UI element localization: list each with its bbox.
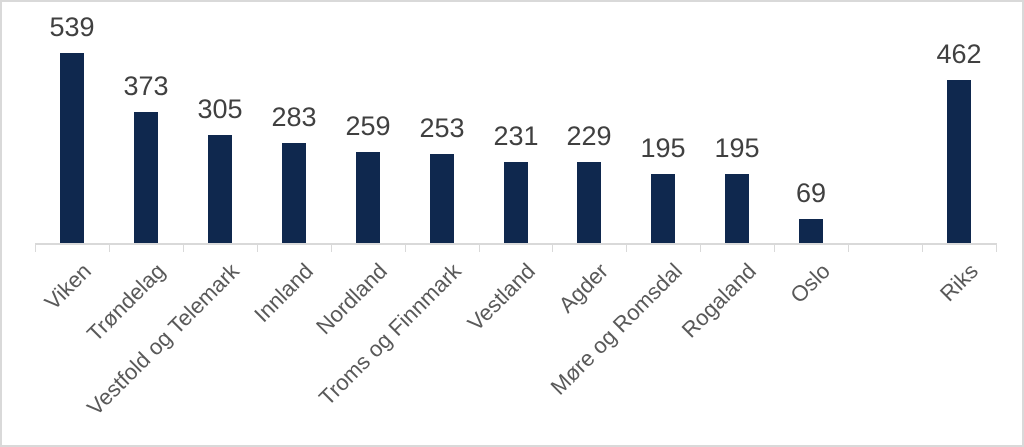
x-axis-tick [922,243,924,252]
bar-value-label: 69 [795,178,827,208]
bar-Viken [60,53,84,243]
bar-value-label: 231 [493,121,539,151]
bar-value-label: 259 [345,111,391,141]
bar-Trøndelag [134,112,158,243]
bar-Innland [282,143,306,243]
bar-value-label: 195 [640,133,686,163]
bar-Vestfold og Telemark [208,135,232,243]
bar-value-label: 253 [419,113,465,143]
bar-value-label: 229 [566,121,612,151]
x-axis-tick [404,243,406,252]
x-axis-tick [182,243,184,252]
x-axis-tick [552,243,554,252]
bar-Vestland [504,162,528,243]
x-axis-line [35,243,996,245]
bar-value-label: 462 [936,39,982,69]
x-axis-tick [700,243,702,252]
x-axis-tick [35,243,36,252]
x-axis-tick [996,243,997,252]
bar-value-label: 195 [714,133,760,163]
bar-value-label: 539 [49,12,95,42]
x-axis-tick [256,243,258,252]
bar-Møre og Romsdal [651,174,675,243]
bar-Troms og Finnmark [430,154,454,243]
x-axis-tick [330,243,332,252]
bar-Rogaland [725,174,749,243]
bar-value-label: 373 [123,71,169,101]
x-axis-tick [774,243,776,252]
x-axis-tick [108,243,110,252]
bar-Agder [577,162,601,243]
x-axis-tick [478,243,480,252]
x-axis-tick [848,243,850,252]
x-axis-tick [626,243,628,252]
bar-value-label: 305 [197,94,243,124]
bar-Nordland [356,152,380,243]
bar-Oslo [799,219,823,243]
bar-value-label: 283 [271,102,317,132]
bar-Riks [947,80,971,243]
